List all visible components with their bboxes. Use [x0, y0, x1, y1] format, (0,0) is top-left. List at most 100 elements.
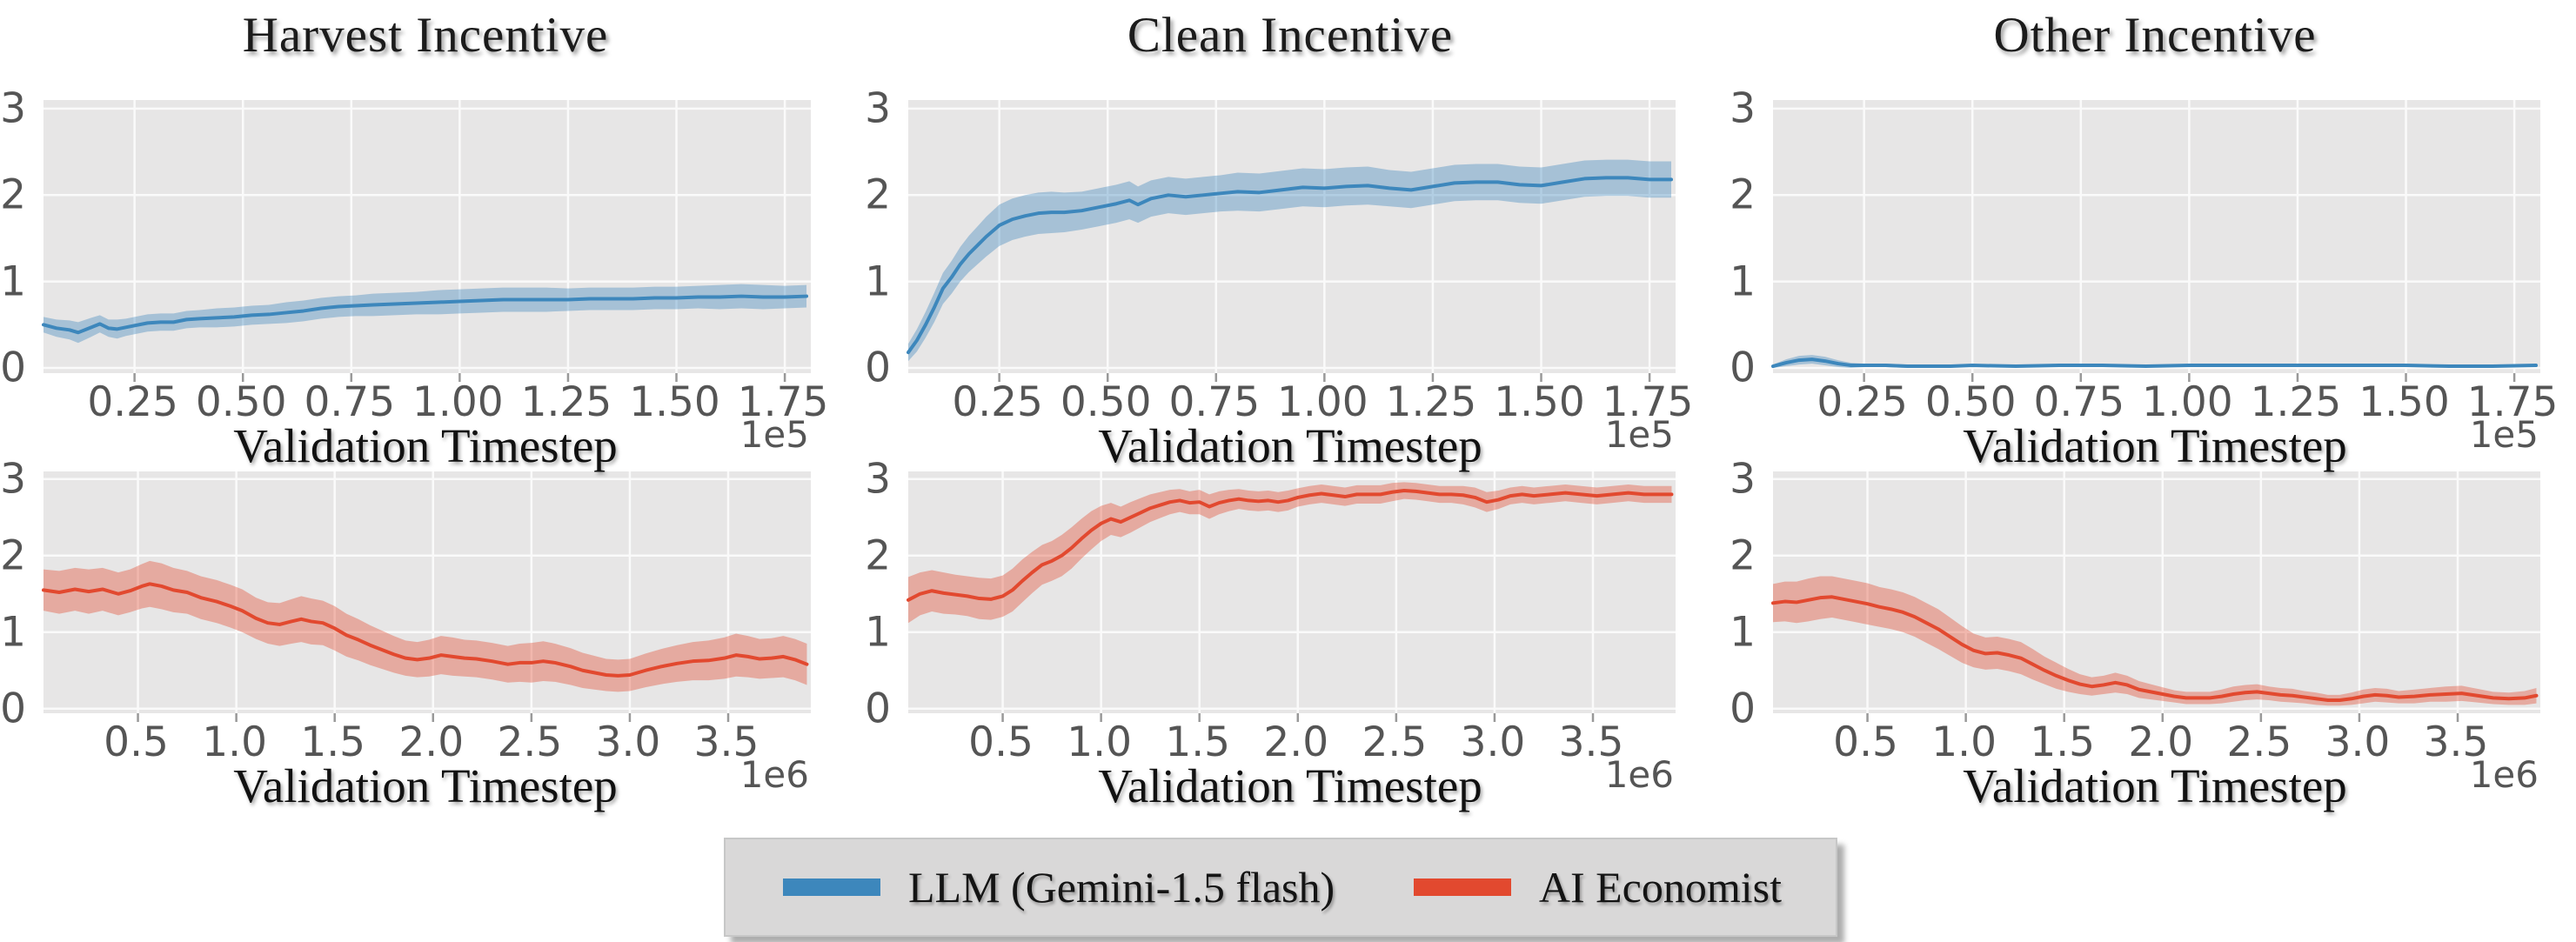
x-tick-label: 2.0 [1263, 718, 1329, 766]
y-tick-label: 1 [1730, 608, 1756, 657]
y-tick-label: 3 [1730, 84, 1756, 133]
x-tick-label: 0.75 [2033, 378, 2125, 426]
x-tick-label: 1.5 [1165, 718, 1231, 766]
subplot-clean-economist [907, 471, 1676, 722]
subplot-other-llm [1771, 100, 2540, 382]
x-tick-label: 0.50 [1060, 378, 1152, 426]
y-tick-label: 2 [1730, 170, 1756, 219]
y-tick-label: 2 [0, 531, 26, 580]
x-tick-label: 3.0 [2325, 718, 2391, 766]
y-tick-label: 0 [865, 685, 891, 733]
x-tick-label: 2.0 [2128, 718, 2194, 766]
y-tick-label: 3 [865, 84, 891, 133]
y-tick-label: 1 [865, 257, 891, 306]
x-tick-label: 3.5 [2423, 718, 2489, 766]
chart-title-clean: Clean Incentive [1127, 8, 1454, 63]
chart-title-harvest: Harvest Incentive [242, 8, 609, 63]
x-tick-label: 2.5 [1362, 718, 1428, 766]
x-tick-label: 0.25 [952, 378, 1043, 426]
x-tick-label: 1.75 [1602, 378, 1694, 426]
y-tick-label: 2 [0, 170, 26, 219]
y-tick-label: 1 [1730, 257, 1756, 306]
x-tick-label: 3.5 [693, 718, 759, 766]
x-axis-label: Validation Timestep [1098, 759, 1482, 812]
y-tick-label: 3 [1730, 455, 1756, 504]
x-tick-label: 0.75 [1168, 378, 1261, 426]
subplot-clean-llm [907, 100, 1676, 382]
x-tick-label: 1.75 [2466, 378, 2559, 426]
y-tick-label: 2 [1730, 531, 1756, 580]
y-tick-label: 0 [865, 344, 891, 392]
legend: LLM (Gemini-1.5 flash) AI Economist [724, 838, 1837, 937]
x-axis-label: Validation Timestep [1963, 419, 2347, 472]
x-tick-label: 0.25 [87, 378, 178, 426]
x-tick-label: 0.50 [1924, 378, 2017, 426]
x-axis-offset-label: 1e5 [1604, 413, 1674, 456]
chart-title-other: Other Incentive [1993, 8, 2317, 63]
x-tick-label: 1.25 [2250, 378, 2342, 426]
y-tick-label: 1 [865, 608, 891, 657]
x-tick-label: 1.50 [1494, 378, 1585, 426]
legend-label-economist: AI Economist [1538, 863, 1782, 912]
y-tick-label: 0 [0, 685, 26, 733]
x-tick-label: 1.25 [520, 378, 612, 426]
x-tick-label: 1.0 [202, 718, 267, 766]
x-axis-offset-label: 1e6 [1604, 753, 1674, 796]
x-tick-label: 0.75 [304, 378, 396, 426]
y-tick-label: 0 [1730, 685, 1756, 733]
y-tick-label: 3 [0, 84, 26, 133]
x-axis-offset-label: 1e6 [739, 753, 809, 796]
plot-area [1771, 100, 2540, 382]
plot-area [907, 100, 1676, 382]
x-tick-label: 1.75 [737, 378, 829, 426]
x-tick-label: 1.50 [629, 378, 720, 426]
y-tick-label: 2 [865, 170, 891, 219]
x-tick-label: 2.5 [497, 718, 563, 766]
x-tick-label: 2.0 [398, 718, 465, 766]
x-axis-label: Validation Timestep [233, 759, 618, 812]
subplot-harvest-llm [42, 100, 811, 382]
x-tick-label: 3.0 [595, 718, 661, 766]
plot-area [1771, 471, 2540, 722]
y-tick-label: 3 [865, 455, 891, 504]
y-tick-label: 1 [0, 257, 26, 306]
legend-swatch-llm [783, 879, 880, 896]
x-tick-label: 3.5 [1558, 718, 1624, 766]
x-tick-label: 2.5 [2226, 718, 2292, 766]
plot-area [42, 100, 811, 382]
x-tick-label: 1.50 [2359, 378, 2450, 426]
x-tick-label: 0.5 [1833, 718, 1898, 766]
x-tick-label: 1.5 [300, 718, 366, 766]
legend-label-llm: LLM (Gemini-1.5 flash) [908, 863, 1335, 912]
x-tick-label: 0.5 [104, 718, 169, 766]
x-axis-offset-label: 1e6 [2469, 753, 2539, 796]
x-tick-label: 1.00 [2142, 378, 2233, 426]
x-axis-label: Validation Timestep [1098, 419, 1482, 472]
legend-item-economist: AI Economist [1413, 862, 1782, 912]
y-tick-label: 1 [0, 608, 26, 657]
plot-area [42, 471, 811, 722]
x-tick-label: 0.50 [195, 378, 287, 426]
x-tick-label: 3.0 [1460, 718, 1526, 766]
legend-swatch-economist [1413, 879, 1511, 896]
subplot-other-economist [1771, 471, 2540, 722]
plot-area [907, 471, 1676, 722]
x-tick-label: 1.5 [2030, 718, 2096, 766]
legend-item-llm: LLM (Gemini-1.5 flash) [783, 862, 1335, 912]
x-axis-label: Validation Timestep [233, 419, 618, 472]
x-tick-label: 1.00 [412, 378, 504, 426]
y-tick-label: 0 [0, 344, 26, 392]
y-tick-label: 2 [865, 531, 891, 580]
x-tick-label: 0.5 [968, 718, 1034, 766]
x-tick-label: 0.25 [1817, 378, 1908, 426]
x-tick-label: 1.25 [1385, 378, 1477, 426]
x-axis-label: Validation Timestep [1963, 759, 2347, 812]
x-axis-offset-label: 1e5 [2469, 413, 2539, 456]
x-tick-label: 1.0 [1931, 718, 1997, 766]
y-tick-label: 0 [1730, 344, 1756, 392]
x-axis-offset-label: 1e5 [739, 413, 809, 456]
y-tick-label: 3 [0, 455, 26, 504]
subplot-harvest-economist [42, 471, 811, 722]
x-tick-label: 1.0 [1067, 718, 1132, 766]
